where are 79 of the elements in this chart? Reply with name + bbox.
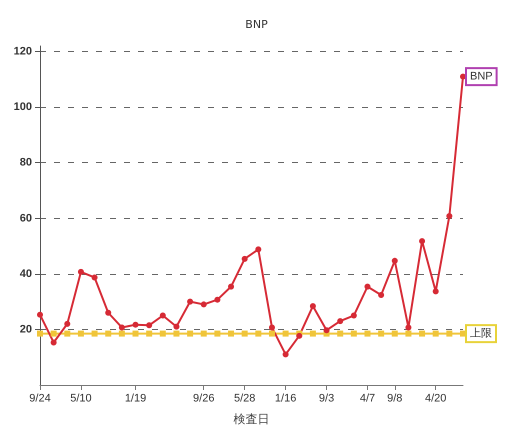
x-tick-label: 9/24 (29, 392, 51, 404)
series-label: 上限 (470, 326, 492, 340)
point (446, 330, 452, 337)
point (187, 298, 194, 305)
y-tick-label: 100 (14, 101, 32, 114)
point (173, 324, 180, 330)
point (132, 330, 139, 337)
point (118, 324, 125, 330)
x-tick-label: 4/20 (425, 392, 446, 404)
point (37, 312, 43, 318)
point (282, 330, 289, 337)
point (92, 274, 98, 280)
y-tick-label: 60 (20, 212, 32, 224)
point (228, 330, 234, 337)
point (378, 330, 384, 337)
point (405, 330, 412, 337)
chart-title: BNP (245, 18, 268, 31)
point (132, 322, 139, 328)
x-tick-label: 4/7 (360, 392, 376, 404)
point (64, 330, 70, 337)
point (78, 268, 84, 275)
x-axis-title: 検査日 (234, 412, 270, 426)
point (200, 301, 207, 308)
point (92, 330, 98, 337)
x-tick-label: 9/8 (387, 392, 402, 404)
point (242, 256, 248, 262)
point (405, 324, 412, 330)
point (214, 296, 220, 303)
point (282, 351, 289, 358)
point (255, 246, 262, 252)
point (310, 303, 316, 310)
point (337, 318, 344, 324)
point (242, 330, 248, 337)
x-tick-label: 5/28 (234, 392, 256, 404)
point (37, 330, 43, 337)
point (419, 330, 426, 337)
point (310, 330, 316, 337)
y-tick-label: 40 (20, 268, 32, 280)
point (432, 330, 439, 337)
point (50, 339, 57, 346)
point (146, 322, 152, 328)
point (228, 284, 234, 290)
point (392, 330, 398, 337)
x-tick-label: 1/16 (274, 392, 296, 404)
point (350, 312, 357, 319)
point (78, 330, 84, 337)
point (350, 330, 357, 337)
x-tick-label: 9/26 (193, 392, 214, 404)
x-tick-label: 5/10 (70, 392, 92, 404)
point (268, 324, 275, 330)
point (160, 330, 166, 337)
point (64, 320, 70, 327)
point (268, 330, 275, 337)
x-tick-label: 9/3 (318, 392, 334, 404)
point (187, 330, 194, 337)
point (118, 330, 125, 337)
point (200, 330, 207, 337)
point (337, 330, 344, 337)
y-tick-label: 120 (14, 46, 32, 58)
point (364, 284, 370, 290)
y-tick-label: 80 (20, 156, 32, 169)
point (160, 312, 166, 319)
series-label: BNP (470, 70, 493, 83)
point (173, 330, 180, 337)
point (446, 213, 452, 220)
point (255, 330, 262, 337)
y-tick-label: 20 (20, 323, 32, 336)
point (392, 258, 398, 264)
point (324, 327, 330, 334)
point (364, 330, 370, 337)
point (214, 330, 220, 337)
point (105, 310, 112, 316)
point (432, 288, 439, 294)
point (50, 330, 57, 337)
point (378, 292, 384, 298)
point (105, 330, 112, 337)
x-tick-label: 1/19 (124, 392, 146, 404)
point (146, 330, 152, 337)
point (419, 238, 426, 244)
